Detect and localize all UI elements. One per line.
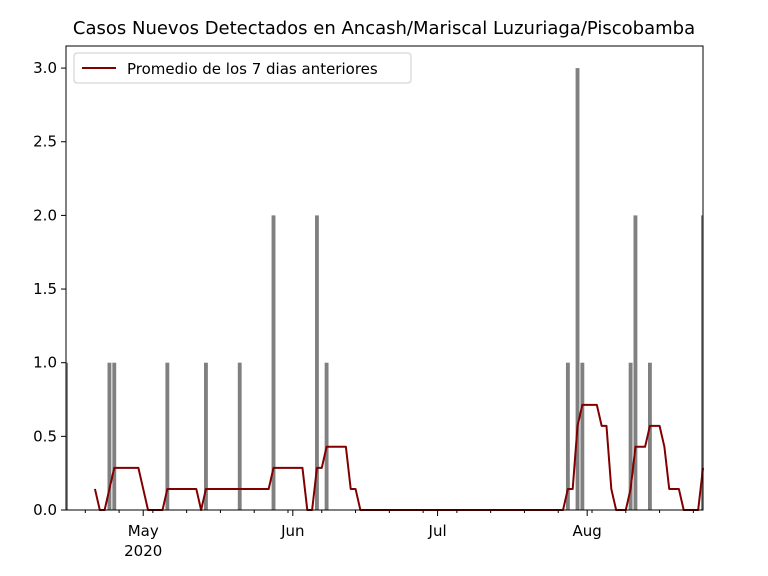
x-tick-label: Jul bbox=[428, 522, 447, 540]
series-line bbox=[93, 403, 704, 511]
legend: Promedio de los 7 dias anteriores bbox=[73, 52, 412, 84]
line-layer bbox=[93, 403, 704, 511]
bar bbox=[237, 362, 242, 510]
y-axis: 0.0 0.5 1.0 1.5 2.0 2.5 3.0 bbox=[33, 59, 66, 519]
bar bbox=[107, 362, 112, 510]
y-tick-label: 0.0 bbox=[33, 501, 57, 519]
bar bbox=[315, 215, 319, 510]
bar bbox=[633, 215, 638, 510]
bar bbox=[628, 362, 633, 510]
x-tick-label: Aug bbox=[573, 522, 602, 540]
y-tick-label: 1.0 bbox=[33, 354, 57, 372]
bars-layer bbox=[66, 68, 703, 510]
bar bbox=[701, 215, 703, 510]
bar bbox=[204, 362, 208, 510]
bar bbox=[112, 362, 117, 510]
bar bbox=[575, 68, 580, 510]
bar bbox=[647, 362, 652, 510]
plot-frame bbox=[65, 45, 704, 511]
bar bbox=[66, 362, 68, 510]
x-tick-sublabel: 2020 bbox=[124, 542, 162, 560]
bar bbox=[271, 215, 276, 510]
legend-label: Promedio de los 7 dias anteriores bbox=[127, 60, 378, 78]
x-tick-label: May bbox=[128, 522, 159, 540]
bar bbox=[324, 362, 329, 510]
x-tick-label: Jun bbox=[280, 522, 304, 540]
bar bbox=[165, 362, 170, 510]
legend-box bbox=[73, 52, 412, 84]
y-tick-label: 3.0 bbox=[33, 59, 57, 77]
bar bbox=[580, 362, 585, 510]
y-tick-label: 2.0 bbox=[33, 206, 57, 224]
chart-title: Casos Nuevos Detectados en Ancash/Marisc… bbox=[73, 18, 695, 39]
y-tick-label: 0.5 bbox=[33, 427, 57, 445]
x-axis: May 2020 Jun Jul Aug bbox=[84, 510, 694, 560]
y-tick-label: 1.5 bbox=[33, 280, 57, 298]
bar bbox=[565, 362, 570, 510]
y-tick-label: 2.5 bbox=[33, 133, 57, 151]
